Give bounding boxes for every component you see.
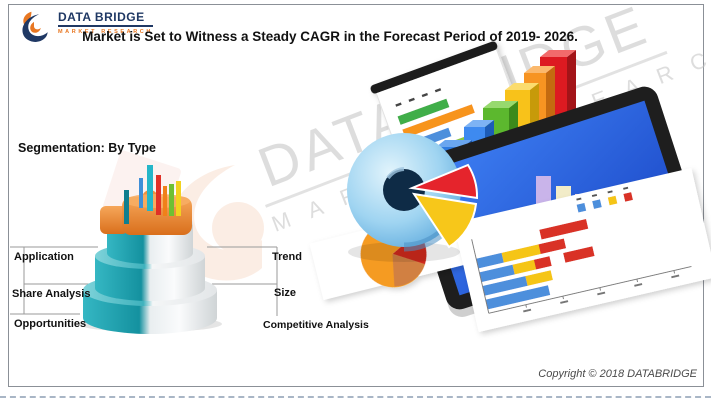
logo-tagline: MARKET RESEARCH bbox=[58, 29, 153, 35]
segment-label-share-analysis: Share Analysis bbox=[12, 288, 91, 300]
logo: DATA BRIDGE MARKET RESEARCH bbox=[16, 10, 153, 44]
segmentation-heading: Segmentation: By Type bbox=[18, 141, 156, 155]
copyright-text: Copyright © 2018 DATABRIDGE bbox=[538, 368, 697, 380]
segment-label-opportunities: Opportunities bbox=[14, 318, 87, 330]
segment-label-size: Size bbox=[274, 287, 297, 299]
bottom-dashed-divider bbox=[0, 396, 711, 398]
logo-name: DATA BRIDGE bbox=[58, 10, 153, 27]
segment-label-trend: Trend bbox=[272, 251, 302, 263]
page-title: Market is Set to Witness a Steady CAGR i… bbox=[82, 29, 578, 44]
databridge-swirl-icon bbox=[22, 11, 48, 42]
segment-label-competitive-analysis: Competitive Analysis bbox=[263, 319, 369, 331]
segment-label-application: Application bbox=[14, 251, 74, 263]
